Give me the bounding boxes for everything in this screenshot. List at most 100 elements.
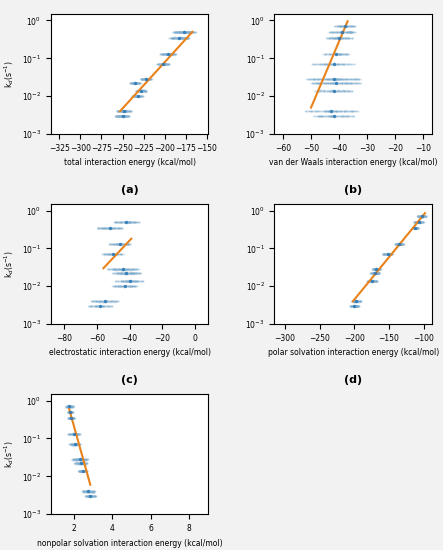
- Point: [328, 79, 335, 88]
- Point: [167, 50, 174, 58]
- Point: [89, 297, 97, 306]
- Point: [83, 466, 90, 475]
- Point: [329, 33, 336, 42]
- Point: [124, 265, 131, 274]
- Point: [373, 265, 380, 273]
- Point: [126, 276, 133, 285]
- Point: [417, 217, 424, 226]
- Point: [159, 60, 166, 69]
- Point: [133, 86, 140, 95]
- Point: [113, 112, 120, 120]
- Point: [104, 297, 111, 306]
- Point: [76, 440, 83, 449]
- Point: [118, 112, 125, 120]
- Point: [165, 60, 172, 69]
- Point: [123, 217, 130, 226]
- Point: [325, 34, 332, 42]
- Point: [369, 269, 377, 278]
- Point: [76, 430, 83, 438]
- Point: [188, 28, 195, 36]
- Point: [383, 250, 390, 258]
- Point: [393, 240, 400, 249]
- Point: [108, 265, 115, 274]
- X-axis label: total interaction energy (kcal/mol): total interaction energy (kcal/mol): [64, 158, 196, 167]
- Point: [114, 107, 121, 116]
- Point: [316, 79, 323, 87]
- Point: [161, 59, 168, 68]
- Point: [130, 217, 137, 226]
- Point: [116, 282, 123, 290]
- Point: [320, 79, 327, 88]
- Point: [173, 33, 180, 42]
- Point: [386, 250, 393, 258]
- Point: [422, 212, 429, 221]
- Point: [318, 79, 325, 87]
- Point: [332, 79, 339, 87]
- Point: [87, 492, 94, 500]
- Point: [372, 269, 379, 278]
- Point: [179, 28, 186, 36]
- Point: [129, 92, 136, 101]
- Point: [90, 302, 97, 311]
- Point: [321, 107, 328, 116]
- Point: [101, 250, 108, 258]
- Point: [132, 277, 139, 285]
- Point: [179, 28, 187, 36]
- Point: [311, 75, 319, 84]
- Point: [328, 60, 335, 69]
- Point: [118, 112, 125, 120]
- Point: [307, 75, 314, 84]
- Point: [350, 79, 358, 87]
- Point: [111, 250, 118, 258]
- Point: [98, 301, 105, 310]
- Point: [118, 112, 125, 120]
- Point: [316, 60, 323, 69]
- Point: [179, 34, 186, 42]
- Point: [117, 269, 124, 278]
- Point: [110, 223, 117, 232]
- Point: [419, 212, 426, 221]
- Point: [159, 50, 167, 58]
- Point: [87, 492, 94, 500]
- Point: [169, 34, 176, 42]
- Point: [133, 79, 140, 87]
- Point: [84, 466, 91, 475]
- Point: [127, 282, 134, 291]
- Point: [357, 297, 364, 306]
- Point: [419, 212, 426, 221]
- Point: [372, 265, 379, 274]
- Point: [110, 269, 117, 278]
- Point: [324, 75, 331, 84]
- Point: [351, 297, 358, 306]
- Point: [76, 440, 83, 449]
- Point: [125, 217, 132, 226]
- Point: [128, 282, 136, 290]
- Point: [171, 50, 178, 58]
- Point: [117, 107, 124, 116]
- Point: [118, 223, 125, 232]
- Point: [113, 240, 120, 249]
- Point: [76, 466, 83, 475]
- Point: [389, 250, 396, 258]
- Point: [122, 112, 129, 120]
- Point: [160, 50, 167, 58]
- Point: [165, 50, 172, 58]
- Point: [329, 33, 336, 42]
- Point: [67, 414, 74, 422]
- Point: [105, 250, 113, 258]
- Point: [127, 79, 134, 87]
- Point: [324, 34, 331, 42]
- Point: [170, 28, 177, 36]
- Point: [131, 217, 138, 226]
- Point: [80, 455, 87, 464]
- Point: [333, 28, 340, 36]
- Point: [99, 302, 106, 311]
- Point: [118, 265, 125, 274]
- Point: [143, 75, 150, 84]
- Point: [335, 112, 342, 120]
- Point: [130, 269, 137, 278]
- Point: [89, 297, 96, 306]
- Point: [88, 487, 95, 496]
- Point: [82, 459, 89, 468]
- Point: [65, 402, 72, 411]
